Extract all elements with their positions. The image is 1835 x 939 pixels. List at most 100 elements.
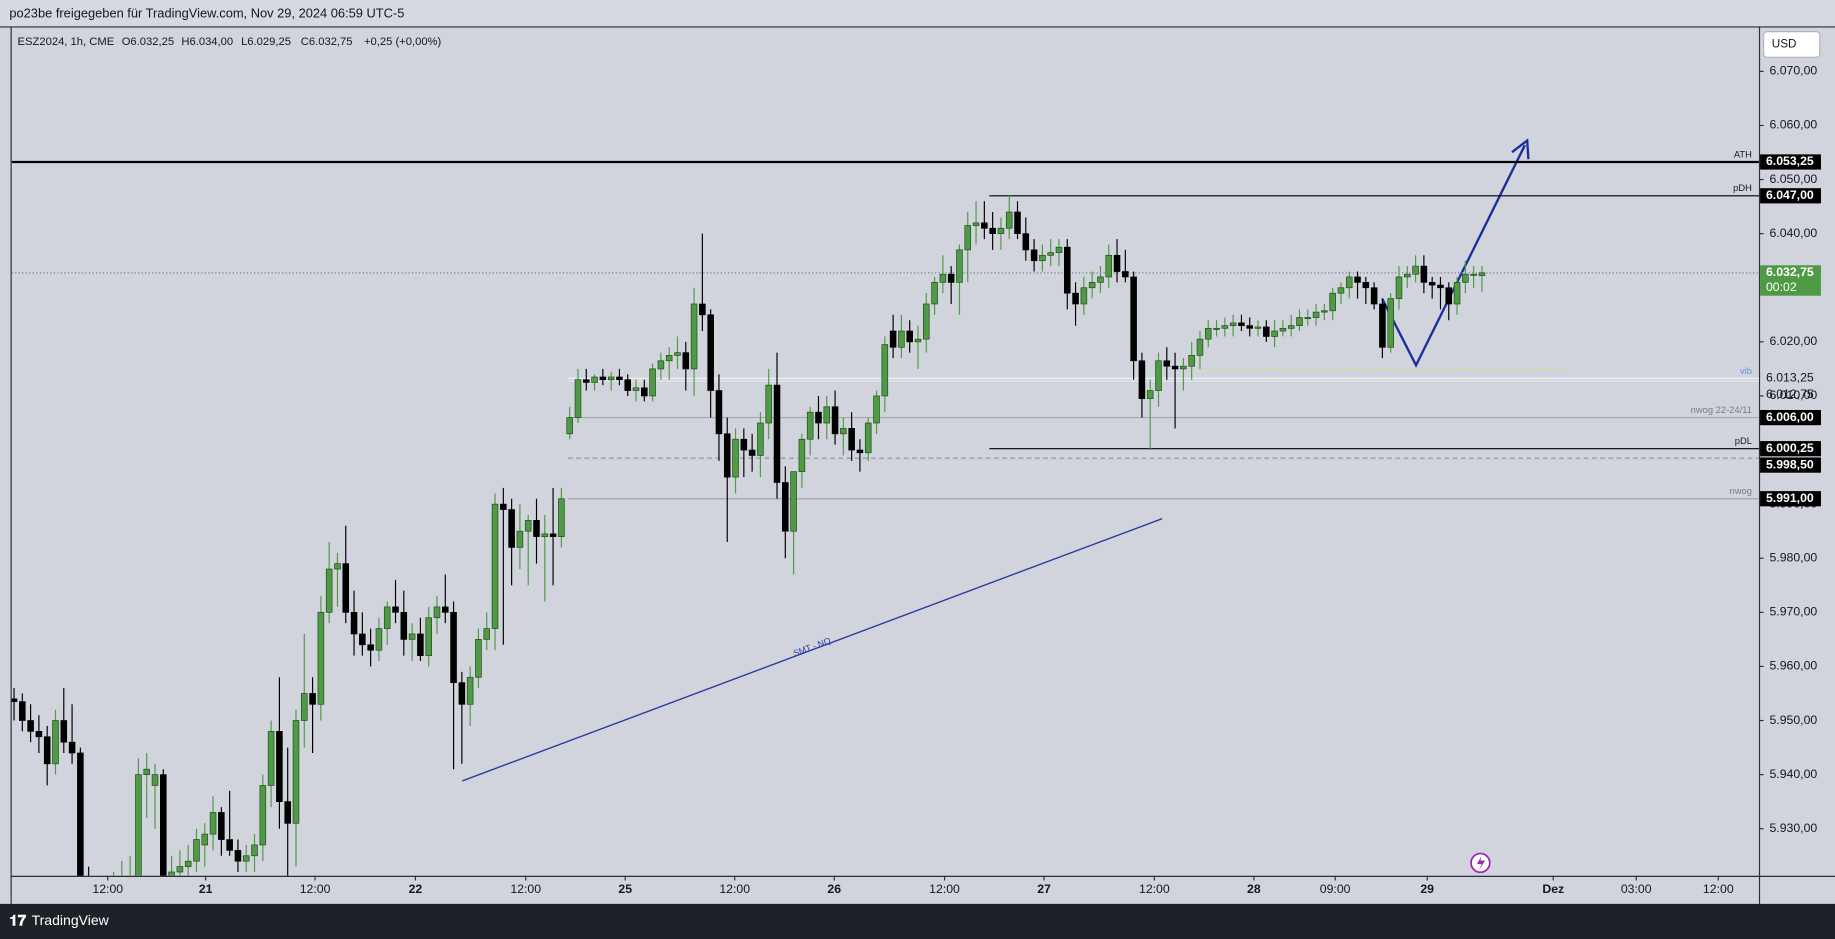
- candle-body: [334, 563, 341, 570]
- candle-body: [1221, 325, 1229, 329]
- candle-body: [665, 355, 673, 362]
- candle-body: [1337, 287, 1345, 294]
- candle-body: [1387, 298, 1394, 348]
- candle-body: [906, 330, 913, 343]
- candle-body: [1229, 322, 1237, 326]
- candle-body: [184, 860, 192, 867]
- candle-body: [831, 406, 839, 435]
- candle-body: [1362, 281, 1370, 289]
- candle-body: [956, 249, 963, 283]
- candle-body: [898, 330, 905, 348]
- candle-body: [151, 774, 159, 786]
- candle-body: [1287, 325, 1295, 329]
- candle-body: [1263, 326, 1270, 337]
- candle-body: [748, 449, 756, 456]
- y-tick-label: 5.930,00: [1769, 821, 1817, 835]
- candle-body: [989, 227, 996, 235]
- candle-body: [1039, 254, 1046, 262]
- candle-body: [914, 338, 922, 343]
- price-label: 6.012,75: [1766, 387, 1814, 401]
- candle-body: [516, 530, 524, 548]
- x-tick-label: 28: [1247, 882, 1261, 896]
- candle-body: [1420, 265, 1428, 283]
- candle-body: [1138, 360, 1146, 400]
- candle-body: [840, 428, 847, 435]
- candle-body: [649, 368, 656, 397]
- candle-body: [193, 839, 200, 862]
- candle-body: [889, 330, 897, 348]
- candle-body: [1097, 276, 1104, 283]
- candle-body: [1404, 273, 1411, 278]
- candle-body: [964, 225, 972, 251]
- candle-body: [1171, 365, 1179, 370]
- candle-body: [52, 720, 59, 765]
- candle-body: [176, 866, 184, 873]
- candle-body: [466, 676, 474, 705]
- candle-body: [856, 449, 864, 454]
- share-text: po23be freigegeben für TradingView.com, …: [9, 5, 404, 20]
- y-tick-label: 5.940,00: [1769, 767, 1817, 781]
- candle-body: [135, 774, 142, 876]
- candle-body: [740, 438, 748, 451]
- x-tick-label: Dez: [1542, 882, 1564, 896]
- candle-body: [1254, 326, 1262, 329]
- level-tag: nwog 22-24/11: [1691, 405, 1752, 415]
- candle-body: [342, 563, 350, 613]
- candle-body: [425, 617, 432, 656]
- candle-body: [1412, 265, 1419, 275]
- level-tag: vib: [1740, 366, 1752, 376]
- x-tick-label: 12:00: [92, 882, 123, 896]
- currency-button[interactable]: [1763, 31, 1821, 58]
- candle-body: [1304, 317, 1312, 320]
- candle-body: [632, 387, 640, 391]
- candle-body: [533, 520, 540, 537]
- x-tick-label: 03:00: [1621, 882, 1652, 896]
- price-label-box: [1760, 457, 1821, 473]
- y-tick-label: 6.040,00: [1769, 226, 1817, 240]
- symbol: ESZ2024, 1h, CME: [18, 36, 115, 48]
- price-label-box: [1760, 154, 1821, 170]
- candle-body: [1063, 246, 1071, 294]
- ohlc-open: O6.032,25: [122, 36, 174, 48]
- candle-body: [408, 633, 416, 640]
- candle-body: [1238, 322, 1245, 326]
- candle-body: [1213, 327, 1220, 330]
- price-label: 6.013,25: [1766, 371, 1814, 385]
- ohlc-high: H6.034,00: [181, 36, 233, 48]
- currency[interactable]: USD: [1772, 38, 1797, 51]
- candle-body: [1445, 287, 1453, 305]
- candle-body: [1329, 292, 1336, 312]
- candle-body: [972, 222, 980, 226]
- candle-body: [458, 682, 466, 705]
- candle-body: [566, 417, 573, 435]
- candle-body: [981, 222, 988, 229]
- price-label-box: [1760, 188, 1821, 204]
- level-tag: pDL: [1735, 436, 1752, 446]
- alert-bolt: [1476, 855, 1486, 870]
- candle-body: [616, 376, 623, 381]
- candle-body: [160, 774, 167, 876]
- x-tick-label: 25: [618, 882, 632, 896]
- price-label: 5.998,50: [1766, 457, 1814, 471]
- y-tick-label: 6.070,00: [1769, 64, 1817, 78]
- price-label-box: [1760, 409, 1821, 426]
- candle-body: [400, 611, 408, 640]
- candle-body: [491, 503, 499, 629]
- candle-body: [848, 428, 855, 451]
- candle-body: [367, 644, 374, 651]
- candle-body: [60, 720, 68, 743]
- change: +0,25 (+0,00%): [364, 36, 442, 48]
- y-tick-label: 5.960,00: [1769, 659, 1817, 673]
- candle-body: [1428, 281, 1436, 286]
- candle-body: [624, 379, 632, 391]
- candle-body: [350, 611, 358, 635]
- candle-body: [483, 628, 491, 640]
- candle-body: [392, 606, 399, 613]
- candle-body: [1204, 327, 1212, 340]
- ohlc-close: C6.032,75: [301, 36, 353, 48]
- candle-body: [723, 433, 731, 478]
- candle-body: [815, 411, 822, 424]
